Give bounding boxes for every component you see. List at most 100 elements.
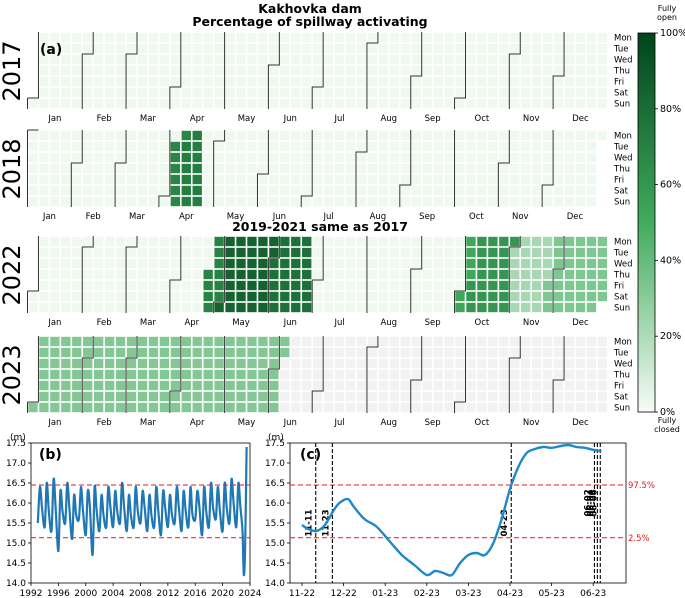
- day-cell: [477, 358, 487, 369]
- day-cell: [148, 336, 159, 347]
- day-cell: [61, 65, 71, 76]
- day-cell: [258, 54, 268, 65]
- day-cell: [115, 65, 126, 76]
- day-cell: [400, 65, 410, 76]
- day-cell: [313, 258, 323, 269]
- day-cell: [356, 174, 367, 185]
- day-cell: [521, 98, 531, 109]
- day-cell: [334, 336, 345, 347]
- day-cell: [302, 54, 312, 65]
- day-cell: [181, 32, 191, 43]
- day-cell: [225, 358, 235, 369]
- day-cell: [367, 336, 378, 347]
- year-label: 2023: [0, 344, 26, 405]
- weekday-label: Sun: [614, 100, 630, 110]
- day-cell: [433, 163, 443, 174]
- day-cell: [586, 152, 597, 163]
- day-cell: [214, 380, 224, 391]
- day-cell: [367, 130, 378, 141]
- day-cell: [455, 291, 465, 302]
- day-cell: [532, 369, 542, 380]
- day-cell: [28, 185, 38, 196]
- day-cell: [126, 236, 137, 247]
- day-cell: [72, 247, 82, 258]
- day-cell: [345, 402, 356, 413]
- month-label: Sep: [425, 318, 441, 328]
- day-cell: [203, 65, 213, 76]
- day-cell: [269, 141, 279, 152]
- day-cell: [247, 130, 257, 141]
- day-cell: [499, 258, 509, 269]
- percentile-label: 97.5%: [628, 481, 655, 491]
- day-cell: [477, 196, 487, 207]
- weekday-label: Fri: [614, 176, 624, 186]
- month-label: Nov: [523, 114, 540, 124]
- weekday-label: Tue: [613, 45, 629, 55]
- day-cell: [323, 291, 334, 302]
- month-boundary: [125, 32, 138, 109]
- day-cell: [575, 280, 586, 291]
- day-cell: [225, 130, 235, 141]
- day-cell: [444, 347, 454, 358]
- day-cell: [400, 402, 410, 413]
- day-cell: [499, 196, 509, 207]
- day-cell: [115, 141, 126, 152]
- day-cell: [532, 280, 542, 291]
- day-cell: [50, 280, 60, 291]
- day-cell: [466, 236, 476, 247]
- day-cell: [411, 236, 421, 247]
- day-cell: [499, 391, 509, 402]
- day-cell: [104, 87, 115, 98]
- day-cell: [553, 185, 564, 196]
- weekday-label: Wed: [614, 56, 633, 66]
- day-cell: [247, 185, 257, 196]
- day-cell: [258, 269, 268, 280]
- day-cell: [72, 98, 82, 109]
- day-cell: [313, 163, 323, 174]
- x-tick-label: 02-23: [414, 589, 440, 598]
- day-cell: [94, 196, 104, 207]
- day-cell: [192, 302, 202, 313]
- day-cell: [367, 302, 378, 313]
- day-cell: [214, 291, 224, 302]
- day-cell: [115, 196, 126, 207]
- day-cell: [499, 302, 509, 313]
- day-cell: [532, 336, 542, 347]
- day-cell: [280, 402, 290, 413]
- day-cell: [564, 141, 575, 152]
- day-cell: [499, 174, 509, 185]
- day-cell: [115, 32, 126, 43]
- day-cell: [564, 402, 575, 413]
- day-cell: [411, 54, 421, 65]
- day-cell: [247, 247, 257, 258]
- day-cell: [455, 196, 465, 207]
- day-cell: [367, 65, 378, 76]
- day-cell: [225, 141, 235, 152]
- day-cell: [302, 185, 312, 196]
- day-cell: [488, 358, 498, 369]
- day-cell: [258, 247, 268, 258]
- day-cell: [367, 98, 378, 109]
- day-cell: [532, 98, 542, 109]
- day-cell: [422, 130, 432, 141]
- day-cell: [269, 280, 279, 291]
- day-cell: [433, 54, 443, 65]
- day-cell: [575, 43, 586, 54]
- day-cell: [564, 130, 575, 141]
- day-cell: [50, 269, 60, 280]
- day-cell: [126, 54, 137, 65]
- day-cell: [367, 258, 378, 269]
- day-cell: [433, 98, 443, 109]
- day-cell: [247, 347, 257, 358]
- day-cell: [148, 185, 159, 196]
- month-label: Jul: [333, 318, 344, 328]
- day-cell: [356, 291, 367, 302]
- day-cell: [510, 98, 520, 109]
- month-label: Jul: [333, 114, 344, 124]
- day-cell: [444, 163, 454, 174]
- day-cell: [575, 54, 586, 65]
- day-cell: [334, 236, 345, 247]
- day-cell: [345, 280, 356, 291]
- day-cell: [291, 141, 301, 152]
